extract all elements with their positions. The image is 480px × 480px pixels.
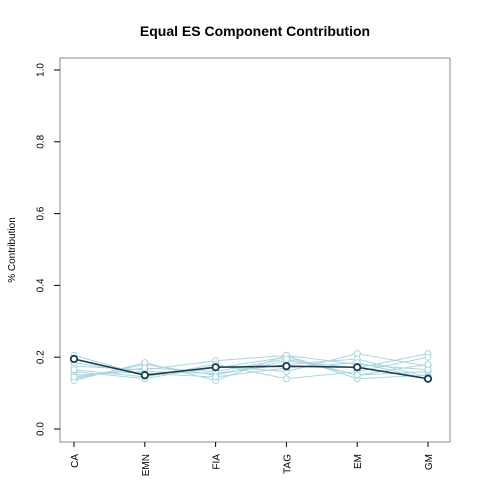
series-layer (69, 350, 433, 385)
data-point (282, 355, 290, 363)
data-point (70, 366, 78, 374)
series-line (73, 358, 429, 378)
highlight-data-point (211, 363, 220, 372)
x-tick-label: TAG (282, 454, 293, 474)
highlight-data-point (69, 354, 79, 364)
data-point (424, 360, 432, 368)
series-line (73, 362, 429, 380)
data-point (424, 353, 432, 361)
x-tick-label: GM (424, 454, 435, 470)
data-point (282, 375, 290, 383)
highlight-data-point (282, 362, 291, 371)
plot-frame-rect (59, 57, 451, 443)
x-tick-label: EMN (141, 454, 152, 476)
y-axis: 0.0 0.2 0.4 0.6 0.8 1.0 (36, 63, 60, 436)
y-tick-label: 0.4 (36, 278, 47, 292)
y-tick-label: 1.0 (36, 63, 47, 77)
x-tick-label: EM (353, 454, 364, 469)
highlight-data-point (140, 371, 149, 380)
highlight-series-line (73, 358, 429, 380)
highlight-series (69, 354, 433, 383)
chart-title: Equal ES Component Contribution (140, 23, 370, 39)
y-tick-label: 0.2 (36, 350, 47, 364)
y-axis-label: % Contribution (7, 217, 18, 283)
highlight-data-point (353, 363, 362, 372)
highlight-data-point (423, 374, 433, 383)
x-tick-label: CA (70, 454, 81, 468)
data-point (212, 373, 220, 381)
data-point (353, 371, 361, 379)
data-point (70, 373, 78, 381)
y-tick-label: 0.6 (36, 206, 47, 220)
x-axis: CA EMN FIA TAG EM GM (70, 442, 435, 476)
y-tick-label: 0.8 (36, 134, 47, 148)
plot-frame (59, 57, 451, 443)
x-tick-label: FIA (212, 454, 223, 470)
y-tick-label: 0.0 (36, 422, 47, 436)
